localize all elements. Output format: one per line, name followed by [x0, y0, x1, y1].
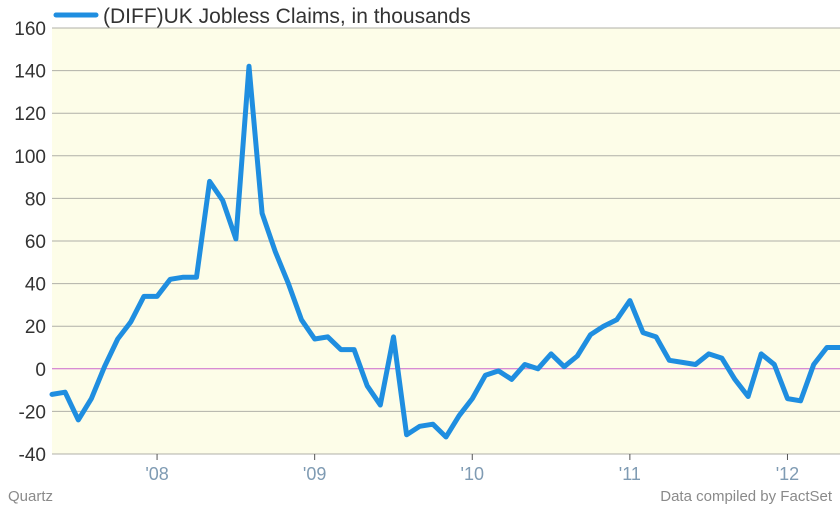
grid-lines [52, 27, 840, 455]
y-tick-label: 40 [25, 275, 46, 296]
x-tick-label: '11 [619, 464, 641, 484]
series-line-uk-jobless-claims [49, 63, 840, 440]
y-tick-label: 120 [14, 104, 46, 125]
y-tick-label: 100 [14, 147, 46, 168]
x-tick-label: '10 [461, 464, 484, 484]
y-tick-label: 80 [25, 189, 46, 210]
y-tick-label: -40 [19, 445, 46, 466]
y-axis-ticks: -40 -20 0 20 40 60 80 100 120 140 160 [14, 19, 46, 466]
y-tick-label: 140 [14, 62, 46, 83]
y-tick-label: 0 [35, 360, 46, 381]
x-axis-ticks: '08 '09 '10 '11 '12 [145, 454, 799, 484]
y-tick-label: 160 [14, 19, 46, 40]
legend-label: (DIFF)UK Jobless Claims, in thousands [103, 5, 471, 28]
footer-source: Quartz [8, 488, 53, 505]
footer-credit: Data compiled by FactSet [660, 488, 833, 505]
y-tick-label: -20 [19, 402, 46, 423]
y-tick-label: 20 [25, 317, 46, 338]
y-tick-label: 60 [25, 232, 46, 253]
x-tick-label: '09 [303, 464, 326, 484]
x-tick-label: '12 [776, 464, 799, 484]
x-tick-label: '08 [145, 464, 168, 484]
